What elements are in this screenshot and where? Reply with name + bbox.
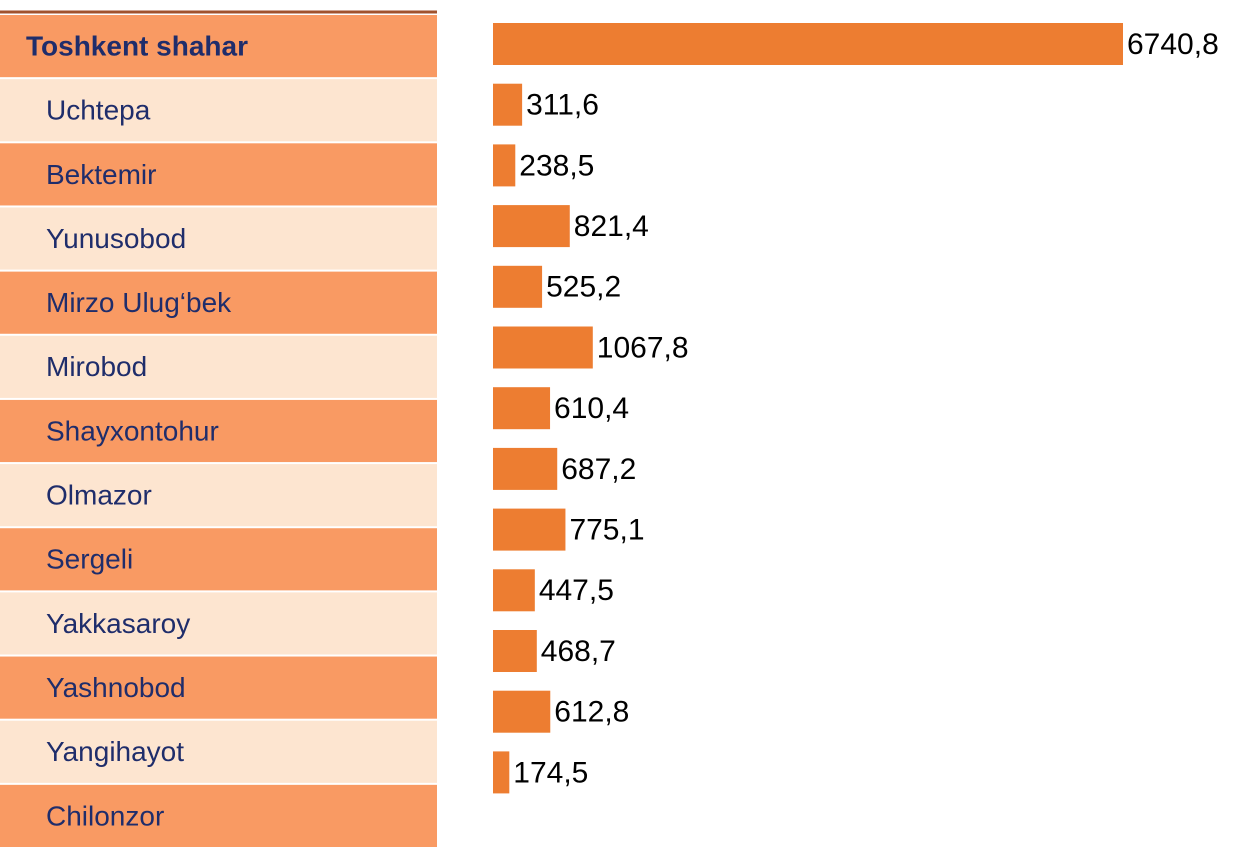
row-label: Shayxontohur <box>46 415 219 446</box>
bar <box>493 569 535 612</box>
bar <box>493 265 543 308</box>
row-label: Olmazor <box>46 480 152 511</box>
table-row <box>0 784 437 847</box>
table-row <box>0 207 437 270</box>
bar <box>493 326 593 369</box>
bar <box>493 205 570 248</box>
bar <box>493 751 510 794</box>
table-row <box>0 592 437 655</box>
bar <box>493 447 558 490</box>
row-label: Chilonzor <box>46 800 164 831</box>
bar <box>493 83 523 126</box>
row-label: Mirobod <box>46 351 147 382</box>
row-label: Bektemir <box>46 159 156 190</box>
table-row <box>0 335 437 398</box>
bar <box>493 387 551 430</box>
bar <box>493 508 566 551</box>
header-label: Toshkent shahar <box>26 30 248 61</box>
data-label: 821,4 <box>574 210 649 243</box>
data-label: 174,5 <box>513 756 588 789</box>
row-label: Yangihayot <box>46 736 184 767</box>
row-label: Yakkasaroy <box>46 608 190 639</box>
data-label: 311,6 <box>526 89 599 122</box>
bar <box>493 690 551 733</box>
bar <box>493 144 516 187</box>
table-row <box>0 720 437 783</box>
table-row <box>0 15 437 78</box>
data-label: 775,1 <box>569 514 644 547</box>
table-row <box>0 528 437 591</box>
row-label: Uchtepa <box>46 95 151 126</box>
data-label: 525,2 <box>546 271 621 304</box>
table-row <box>0 656 437 719</box>
data-label: 6740,8 <box>1127 28 1219 61</box>
row-label: Sergeli <box>46 544 133 575</box>
data-label: 1067,8 <box>597 331 689 364</box>
data-label: 687,2 <box>561 453 636 486</box>
table-row <box>0 271 437 334</box>
data-label: 468,7 <box>541 635 616 668</box>
row-label: Yunusobod <box>46 223 186 254</box>
data-label: 447,5 <box>539 574 614 607</box>
row-label: Mirzo Ulug‘bek <box>46 287 232 318</box>
table-row <box>0 143 437 206</box>
table-row <box>0 464 437 527</box>
data-label: 612,8 <box>554 696 629 729</box>
row-label: Yashnobod <box>46 672 186 703</box>
bar <box>493 630 537 672</box>
table-row <box>0 79 437 142</box>
table-row <box>0 399 437 463</box>
data-label: 238,5 <box>519 149 594 182</box>
data-label: 610,4 <box>554 392 629 425</box>
bar <box>493 23 1123 65</box>
